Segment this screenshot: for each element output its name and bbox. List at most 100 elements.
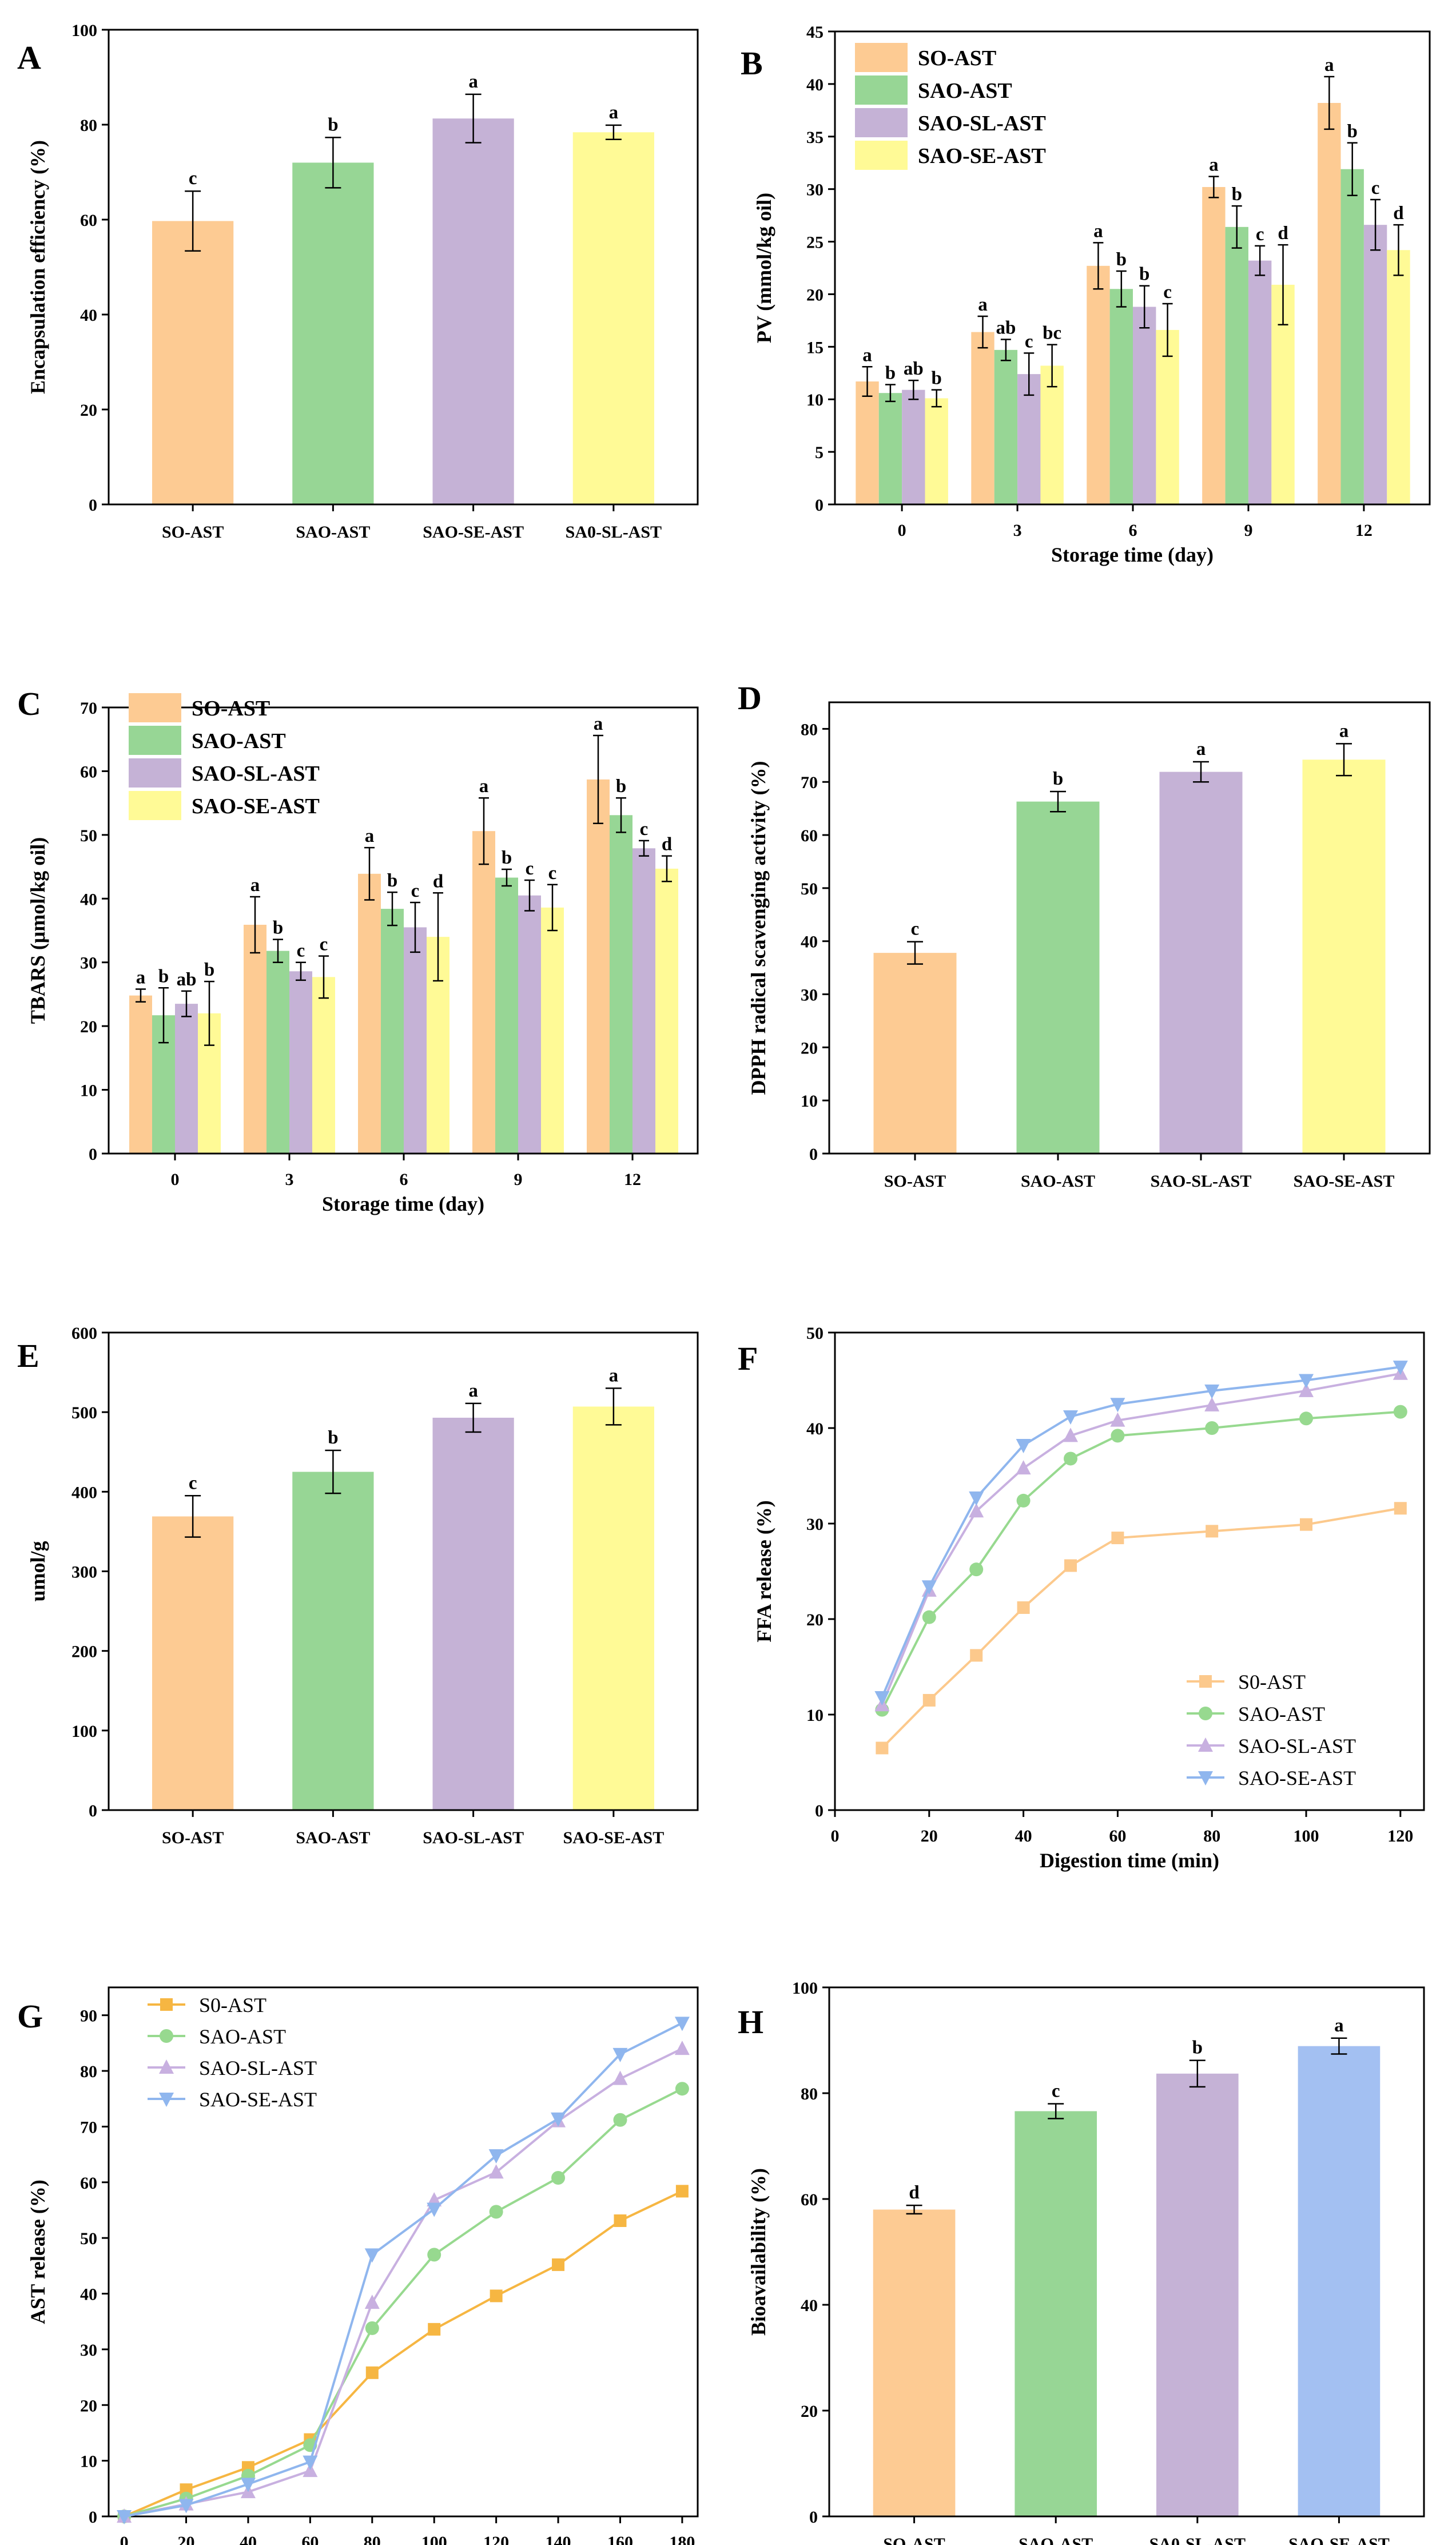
y-axis-title: Bioavailability (%) (747, 2168, 770, 2336)
marker-square (490, 2289, 503, 2303)
y-tick-label: 30 (801, 986, 818, 1005)
marker-circle (489, 2205, 503, 2219)
x-tick-label: 6 (1129, 521, 1137, 540)
panel-f: F 0 10 20 30 40 50 FFA release (%) 0 20 40 60 80 100 1… (738, 1324, 1425, 1872)
y-tick-label: 40 (801, 2296, 818, 2315)
x-tick-label: 40 (1015, 1827, 1032, 1846)
panel-a: Ac SO-AST b SAO-AST a SAO-SE-AST a SA0-SL-AST 0 2… (17, 21, 699, 542)
panel-label: F (738, 1340, 758, 1377)
bar (244, 924, 266, 1154)
y-tick-label: 60 (80, 211, 97, 230)
y-tick-label: 15 (806, 338, 824, 357)
significance-letter: c (1052, 2081, 1060, 2102)
y-tick-label: 20 (80, 1017, 97, 1036)
marker-square (970, 1649, 983, 1662)
x-tick-label: 100 (1294, 1827, 1319, 1846)
legend-swatch (855, 75, 908, 105)
significance-letter: ab (904, 359, 924, 379)
significance-letter: b (1192, 2038, 1203, 2058)
significance-letter: a (1339, 721, 1349, 741)
y-tick-label: 10 (80, 2452, 97, 2471)
legend-label: SO-AST (192, 697, 270, 721)
bar (495, 877, 518, 1154)
bar (971, 332, 994, 504)
y-tick-label: 80 (80, 2062, 97, 2081)
y-tick-label: 0 (809, 2508, 818, 2527)
y-tick-label: 40 (80, 306, 97, 325)
series-line (881, 1372, 1401, 1706)
legend-label: S0-AST (1238, 1671, 1306, 1693)
legend-label: SAO-SL-AST (918, 112, 1046, 136)
y-tick-label: 0 (89, 496, 97, 515)
x-tick-label: 60 (1109, 1827, 1126, 1846)
legend-swatch (855, 43, 908, 72)
x-axis-title: Digestion time (min) (1040, 1849, 1219, 1872)
x-tick-label: SAO-SL-AST (423, 1828, 524, 1847)
marker-triangle-down (1198, 1771, 1213, 1786)
legend-label: S0-AST (199, 1994, 266, 2017)
marker-square (614, 2214, 627, 2227)
series-line (124, 2047, 683, 2518)
x-tick-label: SAO-SE-AST (563, 1828, 664, 1847)
x-tick-label: SAO-AST (296, 1828, 370, 1847)
y-tick-label: 10 (806, 1706, 824, 1725)
y-tick-label: 100 (792, 1979, 818, 1998)
x-tick-label: 9 (1244, 521, 1252, 540)
y-tick-label: 200 (71, 1643, 97, 1661)
marker-circle (1064, 1452, 1077, 1466)
y-tick-label: 40 (80, 2285, 97, 2304)
significance-letter: b (885, 363, 896, 383)
x-tick-label: 0 (898, 521, 906, 540)
x-tick-label: 0 (120, 2533, 129, 2545)
y-tick-label: 0 (815, 1802, 824, 1820)
plot-frame (834, 30, 1431, 506)
x-tick-label: 180 (669, 2533, 695, 2545)
bar (873, 953, 957, 1154)
y-tick-label: 20 (806, 285, 824, 304)
significance-letter: b (273, 918, 283, 939)
significance-letter: b (616, 776, 626, 797)
bar (1156, 2073, 1239, 2516)
y-tick-label: 0 (89, 1802, 97, 1820)
marker-circle (969, 1562, 984, 1577)
marker-triangle-down (612, 2047, 628, 2062)
marker-square (365, 2366, 379, 2379)
y-tick-label: 20 (80, 2396, 97, 2415)
significance-letter: b (1139, 264, 1149, 285)
bar (873, 2209, 956, 2516)
legend: S0-AST SAO-AST SAO-SL-AST SAO-SE-AST (1187, 1671, 1356, 1790)
significance-letter: c (411, 881, 420, 901)
panel-label: C (17, 685, 41, 722)
y-tick-label: 45 (806, 23, 824, 42)
y-tick-label: 30 (806, 1515, 824, 1534)
bar (1016, 801, 1100, 1154)
significance-letter: a (862, 345, 872, 365)
panel-label: H (738, 2003, 763, 2041)
y-tick-label: 0 (89, 1145, 97, 1164)
significance-letter: a (479, 776, 489, 797)
legend-swatch (129, 693, 181, 722)
x-tick-label: SAO-AST (1019, 2535, 1093, 2545)
bar (381, 909, 404, 1154)
x-tick-label: 6 (400, 1170, 408, 1189)
bar (266, 951, 289, 1154)
significance-letter: c (1025, 331, 1033, 352)
marker-triangle-up (969, 1503, 984, 1518)
significance-letter: c (548, 863, 557, 884)
marker-triangle-down (1299, 1374, 1314, 1389)
significance-letter: c (189, 1473, 197, 1493)
panel-label: G (17, 1998, 43, 2035)
x-tick-label: SO-AST (162, 1828, 224, 1847)
legend: SO-AST SAO-AST SAO-SL-AST SAO-SE-AST (855, 43, 1046, 170)
y-tick-label: 50 (806, 1324, 824, 1343)
x-tick-label: 3 (285, 1170, 294, 1189)
significance-letter: b (158, 966, 169, 987)
marker-square (1300, 1518, 1312, 1531)
bar (518, 895, 541, 1154)
bar (1387, 250, 1410, 504)
y-tick-label: 20 (801, 1039, 818, 1057)
marker-triangle-down (1110, 1398, 1125, 1413)
marker-circle (1205, 1421, 1219, 1435)
marker-triangle-up (1063, 1427, 1078, 1442)
y-tick-label: 40 (806, 75, 824, 94)
